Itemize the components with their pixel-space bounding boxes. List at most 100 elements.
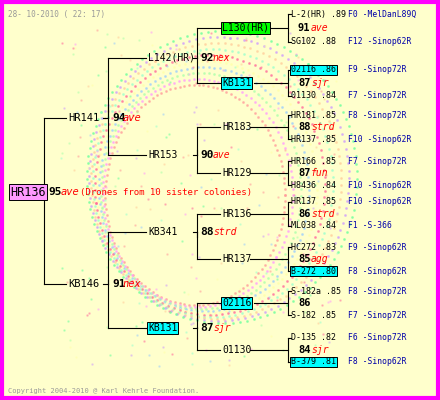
- Point: [139, 56, 146, 62]
- Point: [315, 242, 323, 249]
- Point: [284, 151, 291, 157]
- Text: SG102 .88: SG102 .88: [291, 38, 336, 46]
- Point: [166, 308, 173, 315]
- Point: [164, 62, 171, 69]
- Point: [122, 188, 129, 195]
- Point: [150, 298, 158, 304]
- Point: [309, 240, 316, 246]
- Point: [305, 232, 312, 238]
- Point: [93, 200, 100, 206]
- Point: [347, 130, 354, 137]
- Point: [147, 81, 154, 87]
- Point: [98, 214, 105, 220]
- Point: [205, 301, 212, 307]
- Point: [94, 27, 101, 34]
- Point: [114, 148, 121, 154]
- Point: [263, 98, 270, 105]
- Point: [205, 310, 212, 316]
- Point: [274, 147, 281, 153]
- Point: [87, 195, 94, 202]
- Point: [184, 71, 191, 77]
- Point: [111, 121, 118, 128]
- Point: [138, 283, 145, 289]
- Point: [126, 271, 133, 277]
- Point: [110, 246, 117, 252]
- Point: [309, 148, 316, 154]
- Point: [267, 268, 274, 274]
- Point: [95, 116, 102, 122]
- Point: [178, 67, 185, 73]
- Point: [110, 144, 117, 150]
- Point: [187, 307, 194, 313]
- Point: [326, 120, 334, 127]
- Point: [313, 174, 320, 180]
- Point: [126, 94, 133, 101]
- Point: [97, 151, 104, 158]
- Text: HR183: HR183: [222, 122, 251, 132]
- Point: [146, 290, 153, 296]
- Point: [213, 207, 220, 214]
- Point: [92, 193, 99, 200]
- Text: F8 -Sinop62R: F8 -Sinop62R: [348, 266, 407, 276]
- Point: [193, 58, 200, 65]
- Point: [263, 171, 270, 178]
- Point: [216, 59, 223, 65]
- Point: [160, 305, 167, 312]
- Point: [332, 96, 339, 102]
- Point: [115, 110, 122, 116]
- Point: [285, 246, 292, 252]
- Point: [315, 140, 323, 146]
- Point: [158, 295, 165, 301]
- Point: [328, 247, 335, 253]
- Point: [244, 308, 251, 314]
- Point: [142, 58, 149, 65]
- Point: [214, 40, 221, 46]
- Point: [246, 60, 253, 66]
- Point: [297, 250, 304, 256]
- Point: [132, 83, 139, 90]
- Point: [157, 44, 164, 50]
- Text: 02116: 02116: [222, 298, 251, 308]
- Point: [141, 75, 148, 81]
- Text: 86: 86: [298, 298, 311, 308]
- Point: [220, 313, 227, 320]
- Text: 86: 86: [298, 209, 311, 219]
- Point: [250, 298, 257, 304]
- Text: 87: 87: [298, 78, 311, 88]
- Point: [220, 306, 227, 312]
- Point: [295, 162, 302, 168]
- Point: [223, 89, 230, 95]
- Point: [221, 40, 228, 46]
- Point: [140, 283, 147, 290]
- Point: [274, 41, 281, 47]
- Point: [163, 134, 170, 140]
- Point: [270, 278, 277, 284]
- Point: [63, 279, 70, 285]
- Point: [295, 85, 302, 92]
- Point: [280, 140, 287, 146]
- Point: [239, 69, 246, 76]
- Point: [108, 120, 115, 127]
- Point: [266, 282, 273, 288]
- Point: [303, 96, 310, 102]
- Point: [154, 302, 161, 308]
- Point: [252, 292, 259, 299]
- Point: [325, 40, 332, 46]
- Point: [243, 317, 250, 324]
- Point: [234, 305, 241, 311]
- Point: [171, 304, 178, 310]
- Point: [223, 295, 230, 301]
- Point: [121, 265, 128, 272]
- Point: [352, 153, 359, 159]
- Point: [85, 198, 92, 205]
- Point: [351, 145, 358, 152]
- Point: [248, 284, 255, 290]
- Point: [247, 295, 254, 302]
- Point: [149, 95, 156, 101]
- Point: [156, 301, 163, 308]
- Point: [164, 77, 171, 83]
- Point: [169, 75, 176, 81]
- Point: [84, 191, 92, 197]
- Point: [169, 48, 176, 55]
- Point: [101, 241, 108, 247]
